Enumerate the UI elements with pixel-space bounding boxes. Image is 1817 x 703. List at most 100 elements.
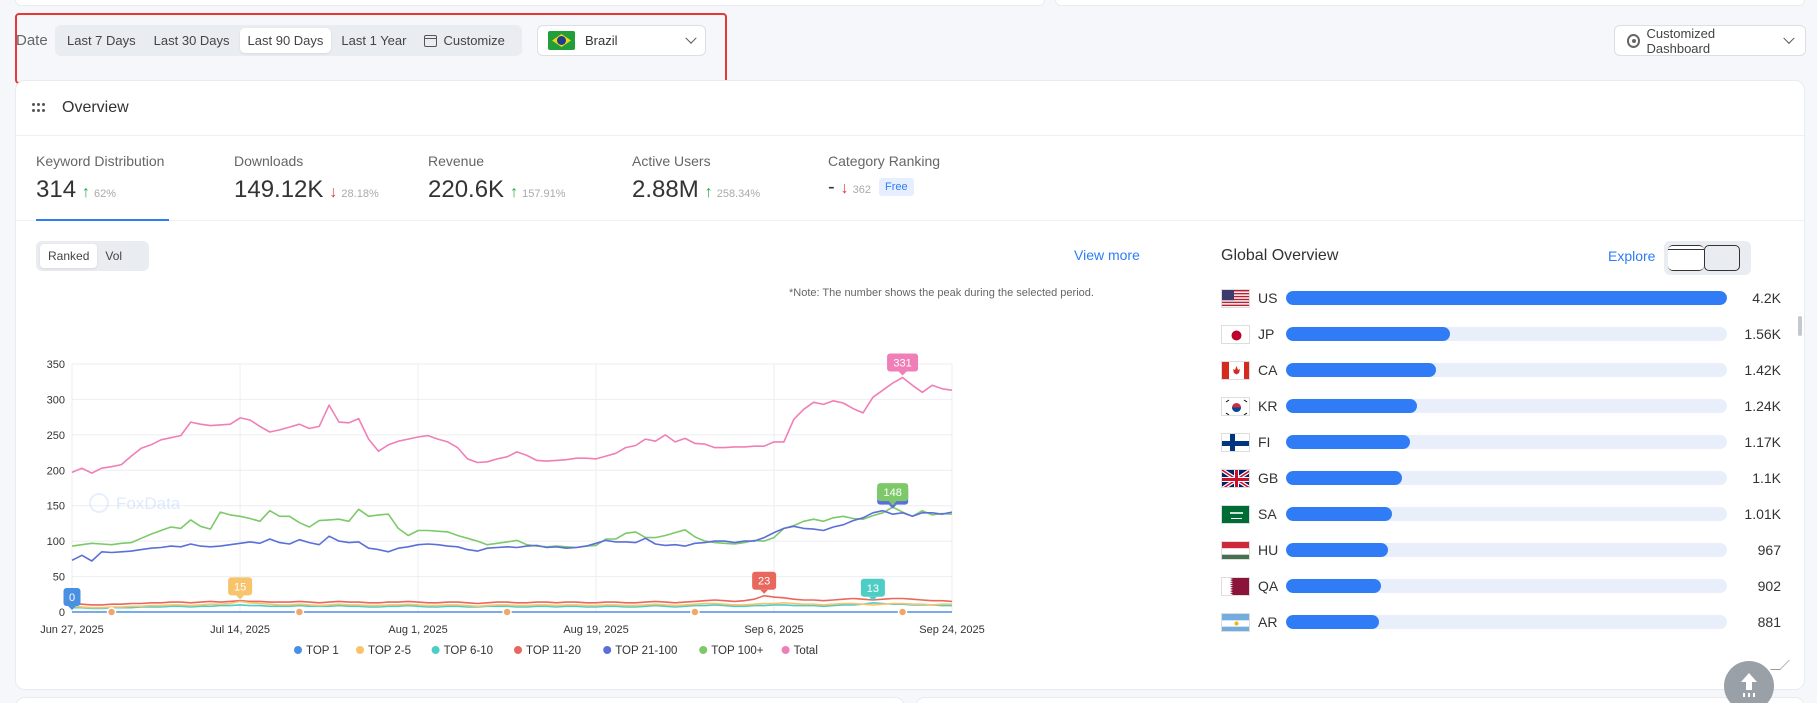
drag-handle-icon[interactable] [32,103,46,113]
country-row-fi[interactable]: FI 1.17K [1221,424,1781,460]
country-row-ar[interactable]: AR 881 [1221,604,1781,640]
chart-note: *Note: The number shows the peak during … [789,287,1094,299]
country-bar-fill [1286,507,1393,521]
country-bar-fill [1286,615,1380,629]
country-row-ca[interactable]: CA 1.42K [1221,352,1781,388]
y-tick-label: 150 [47,501,65,513]
series-line-top-21-100 [71,509,953,562]
legend-swatch [699,646,708,654]
peak-label-top-100-: 148 [877,483,909,506]
list-view-button[interactable] [1668,245,1704,271]
metric-change: 258.34% [716,188,761,200]
legend-item-total: Total [781,645,818,657]
event-marker [897,607,908,617]
toggle-vol[interactable]: Vol [105,249,123,263]
fox-logo-icon [89,493,109,513]
series-lines [71,376,953,613]
metric-value: 314 [36,176,77,203]
arrow-up-icon: ↑ [704,184,713,201]
legend-item-top-11-20: TOP 11-20 [514,645,581,657]
legend-item-top-2-5: TOP 2-5 [356,645,411,657]
country-row-hu[interactable]: HU 967 [1221,532,1781,568]
arrow-up-icon: ↑ [82,184,91,201]
country-bar [1286,615,1728,629]
country-bar [1286,579,1728,593]
country-row-gb[interactable]: GB 1.1K [1221,460,1781,496]
peak-label-pointer [68,606,76,610]
date-option-7-days[interactable]: Last 7 Days [67,33,136,48]
metric-label: Category Ranking [828,153,941,169]
legend-label: TOP 6-10 [444,645,493,657]
x-tick-label: Jul 14, 2025 [210,624,270,636]
x-tick-label: Sep 24, 2025 [919,624,984,636]
x-axis-markers [106,607,908,617]
scrollbar[interactable] [1798,316,1802,336]
y-tick-label: 200 [47,465,65,477]
country-code: HU [1258,542,1279,558]
metric-value: 220.6K [428,176,505,203]
metric-value: 2.88M [632,176,699,203]
toggle-ranked[interactable]: Ranked [40,244,98,268]
series-line-total [71,376,953,474]
series-line-top-11-20 [71,594,953,606]
metric-label: Active Users [632,153,711,169]
peak-label-text: 148 [883,487,901,499]
country-row-jp[interactable]: JP 1.56K [1221,316,1781,352]
arrow-down-icon: ↓ [840,180,849,197]
y-tick-label: 250 [47,430,65,442]
country-value: 881 [1757,614,1781,630]
legend-swatch [514,646,522,654]
explore-link[interactable]: Explore [1608,248,1656,264]
view-more-link[interactable]: View more [1074,247,1140,263]
peak-label-text: 0 [69,592,75,604]
highlight-box [15,13,727,84]
country-value: 1.56K [1744,326,1781,342]
date-option-30-days[interactable]: Last 30 Days [153,33,230,48]
event-marker [294,607,305,617]
y-tick-label: 350 [47,359,65,371]
date-option-1-year[interactable]: Last 1 Year [341,33,407,48]
country-row-qa[interactable]: QA 902 [1221,568,1781,604]
country-code: US [1258,290,1278,306]
metric-label: Revenue [428,153,485,169]
country-list: US 4.2K JP 1.56K CA 1.42K KR 1.24K FI 1.17K GB 1.1K… [1221,280,1781,640]
country-bar [1286,435,1728,449]
country-bar [1286,543,1728,557]
country-bar-fill [1286,543,1388,557]
country-select[interactable]: Brazil [537,25,706,56]
x-tick-label: Aug 19, 2025 [563,624,628,636]
event-marker [106,607,117,617]
chevron-down-icon [1783,32,1795,44]
date-option-customize[interactable]: Customize [416,28,512,53]
date-option-90-days[interactable]: Last 90 Days [239,28,332,53]
ranked-vol-toggle: Ranked Vol [36,241,149,271]
us-flag-icon [1221,288,1250,308]
ranking-chart-panel: Ranked Vol View more *Note: The number s… [16,221,1181,689]
peak-label-text: 13 [867,583,879,595]
legend-label: Total [794,645,818,657]
y-tick-label: 0 [59,607,65,619]
peak-label-total: 331 [887,353,919,376]
kr-flag-icon [1221,396,1250,416]
country-code: CA [1258,362,1278,378]
metric-label: Downloads [234,153,304,169]
customize-label: Customize [443,33,505,48]
arrow-up-icon: ↑ [510,184,519,201]
event-marker [502,607,512,617]
country-value: 902 [1757,578,1781,594]
country-row-us[interactable]: US 4.2K [1221,280,1781,316]
country-bar [1286,291,1728,305]
date-label: Date [16,32,48,49]
back-to-top-button[interactable] [1724,661,1774,703]
map-view-button[interactable] [1704,245,1740,271]
legend-item-top-1: TOP 1 [294,645,339,657]
country-row-kr[interactable]: KR 1.24K [1221,388,1781,424]
customized-dashboard-button[interactable]: Customized Dashboard [1614,25,1806,56]
country-bar-fill [1286,291,1728,305]
ar-flag-icon [1221,612,1250,632]
country-row-sa[interactable]: SA 1.01K [1221,496,1781,532]
peak-label-bg [63,588,81,606]
free-badge: Free [879,178,914,196]
peak-label-bg [860,578,885,597]
